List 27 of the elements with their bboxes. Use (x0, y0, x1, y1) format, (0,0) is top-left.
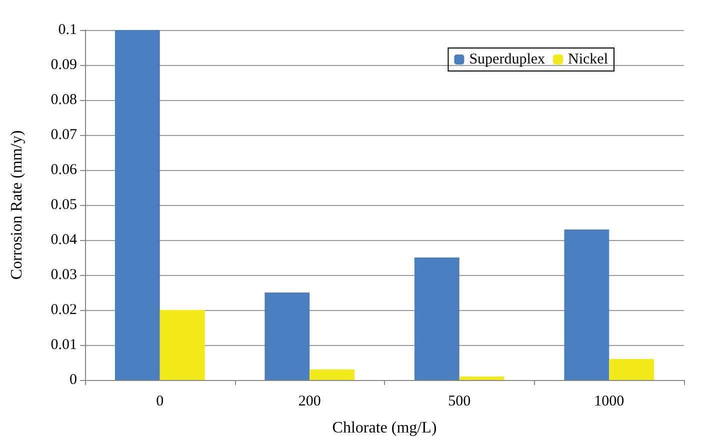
bar (414, 258, 460, 380)
legend-label: Nickel (568, 52, 608, 68)
bar (160, 310, 205, 380)
x-tick-label: 500 (448, 394, 471, 410)
y-tick-label: 0.04 (50, 232, 78, 248)
x-axis-title: Chlorate (mg/L) (332, 420, 437, 436)
y-tick-label: 0.1 (58, 22, 77, 38)
x-tick-label: 0 (156, 394, 164, 410)
y-tick-label: 0.03 (50, 267, 77, 283)
x-tick-label: 1000 (594, 394, 624, 410)
bar (459, 376, 504, 380)
y-tick-label: 0.01 (50, 337, 77, 353)
bar (310, 370, 355, 380)
y-axis-title: Corrosion Rate (mm/y) (8, 130, 26, 280)
y-tick-label: 0.02 (50, 302, 77, 318)
bar (114, 30, 160, 380)
y-tick-label: 0.08 (50, 92, 77, 108)
bar (564, 230, 610, 380)
bar (609, 359, 654, 380)
y-tick-label: 0.07 (50, 127, 78, 143)
bar (264, 292, 310, 380)
y-tick-label: 0.09 (50, 57, 77, 73)
y-tick-label: 0 (70, 372, 77, 388)
x-tick-label: 200 (298, 394, 321, 410)
y-tick-label: 0.05 (50, 197, 77, 213)
y-tick-label: 0.06 (50, 162, 78, 178)
legend-label: Superduplex (469, 52, 546, 68)
